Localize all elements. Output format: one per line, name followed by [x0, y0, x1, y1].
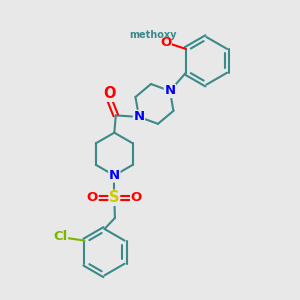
Text: S: S	[109, 190, 120, 205]
Text: O: O	[87, 191, 98, 204]
Text: O: O	[160, 36, 171, 49]
Text: methoxy: methoxy	[129, 30, 177, 40]
Text: O: O	[131, 191, 142, 204]
Text: N: N	[134, 110, 145, 123]
Text: N: N	[109, 169, 120, 182]
Text: N: N	[164, 84, 175, 98]
Text: Cl: Cl	[53, 230, 68, 243]
Text: O: O	[103, 86, 116, 101]
